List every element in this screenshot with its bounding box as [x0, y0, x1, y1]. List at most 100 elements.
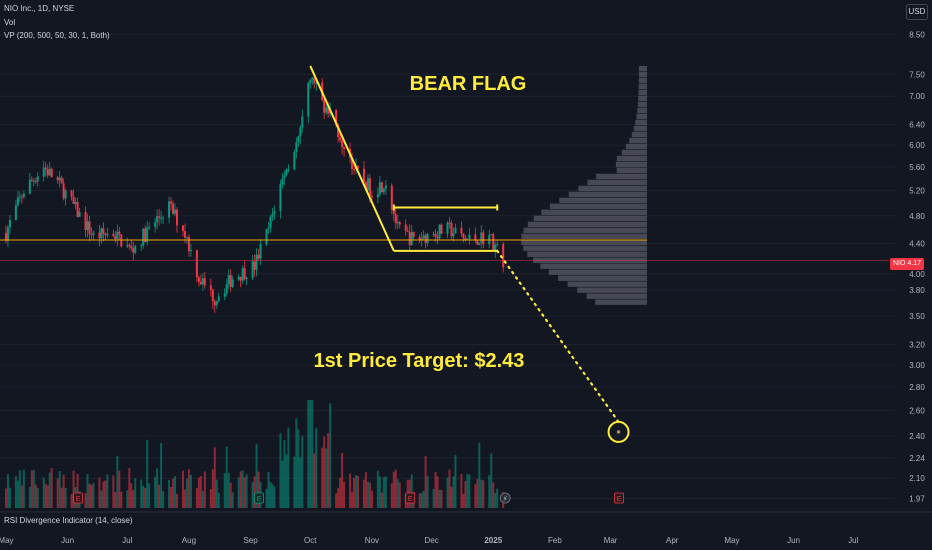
y-tick-label: 1.97 — [909, 495, 925, 504]
candle-body — [434, 233, 437, 237]
candle-body — [104, 233, 107, 236]
candle-body — [410, 232, 413, 246]
volume-bar — [482, 480, 485, 508]
volume-bar — [329, 403, 332, 508]
candle-body — [60, 177, 63, 184]
candle-body — [209, 285, 212, 290]
volume-bar — [460, 474, 463, 508]
candle-body — [311, 77, 314, 80]
y-tick-label: 3.80 — [909, 286, 925, 295]
volume-bar — [368, 482, 371, 508]
currency-button[interactable]: USD — [906, 4, 928, 20]
candle-body — [245, 277, 248, 280]
volume-profile-group — [521, 65, 647, 305]
volume-bar — [267, 471, 270, 508]
volume-bar — [185, 478, 188, 508]
candle-body — [271, 213, 274, 217]
volume-bar — [436, 476, 439, 508]
volume-bar — [382, 476, 385, 508]
candle-body — [225, 284, 228, 294]
candle-body — [16, 197, 19, 206]
candle-body — [22, 193, 25, 197]
candle-body — [376, 194, 379, 198]
volume-bar — [299, 457, 302, 508]
volume-bar — [183, 489, 186, 508]
candle-body — [412, 232, 415, 237]
volume-profile-bar — [540, 263, 647, 269]
x-tick-label: Oct — [304, 536, 317, 545]
rsi-indicator-label[interactable]: RSI Divergence Indicator (14, close) — [4, 516, 133, 525]
volume-bar — [287, 427, 290, 508]
volume-bar — [339, 477, 342, 508]
volume-bar — [32, 469, 35, 508]
volume-bar — [146, 439, 149, 508]
volume-legend[interactable]: Vol — [4, 18, 16, 27]
candle-body — [273, 211, 276, 214]
candle-body — [492, 234, 495, 252]
x-tick-label: May — [0, 536, 14, 545]
flag-pole-line — [309, 65, 395, 252]
candle-body — [90, 234, 93, 236]
volume-bar — [343, 481, 346, 508]
volume-profile-bar — [637, 107, 647, 114]
candle-body — [454, 227, 457, 234]
volume-bar — [60, 487, 63, 508]
volume-bar — [132, 490, 135, 508]
earnings-marker — [254, 492, 264, 504]
candle-body — [341, 140, 344, 148]
volume-bar — [223, 472, 226, 508]
candles-group — [4, 75, 505, 313]
volume-bar — [243, 477, 246, 508]
volume-profile-bar — [621, 149, 647, 156]
candle-body — [130, 246, 133, 249]
candle-body — [239, 276, 242, 281]
candle-body — [62, 183, 65, 199]
candle-body — [297, 136, 300, 143]
volume-bar — [98, 477, 101, 508]
volume-bar — [311, 400, 314, 508]
candle-body — [128, 245, 131, 247]
volume-bar — [30, 470, 33, 508]
candle-body — [74, 202, 77, 204]
volume-bar — [211, 469, 214, 508]
candle-body — [227, 275, 230, 285]
candle-body — [307, 82, 310, 117]
earnings-marker — [405, 492, 416, 504]
volume-bar — [357, 475, 359, 508]
volume-bar — [341, 452, 344, 508]
candle-body — [446, 222, 449, 234]
candle-body — [86, 221, 89, 231]
candle-body — [18, 196, 21, 198]
candle-body — [84, 211, 87, 231]
target-circle — [607, 420, 630, 443]
symbol-legend[interactable]: NIO Inc., 1D, NYSE — [4, 4, 75, 13]
volume-bar — [172, 478, 175, 508]
candle-body — [58, 177, 61, 181]
candle-body — [309, 79, 312, 83]
volume-bar — [213, 447, 216, 508]
y-tick-label: 7.50 — [909, 70, 925, 79]
volume-profile-bar — [549, 203, 647, 210]
volume-profile-bar — [533, 215, 647, 222]
volume-bar — [227, 473, 230, 508]
candle-body — [408, 231, 411, 246]
candle-body — [154, 222, 157, 227]
volume-profile-legend[interactable]: VP (200, 500, 50, 30, 1, Both) — [4, 31, 110, 40]
candle-body — [390, 185, 393, 210]
volume-bar — [384, 476, 387, 508]
volume-bar — [454, 455, 457, 508]
volume-profile-bar — [548, 269, 647, 275]
volume-bar — [162, 491, 165, 508]
volume-bar — [283, 440, 286, 508]
candle-body — [327, 107, 330, 114]
candle-body — [64, 190, 67, 199]
candle-body — [140, 245, 143, 247]
candle-body — [92, 232, 95, 235]
candle-body — [478, 242, 481, 245]
candle-body — [76, 202, 79, 217]
x-tick-label: 2025 — [484, 536, 502, 545]
volume-bar — [313, 453, 316, 508]
candle-body — [6, 227, 9, 241]
